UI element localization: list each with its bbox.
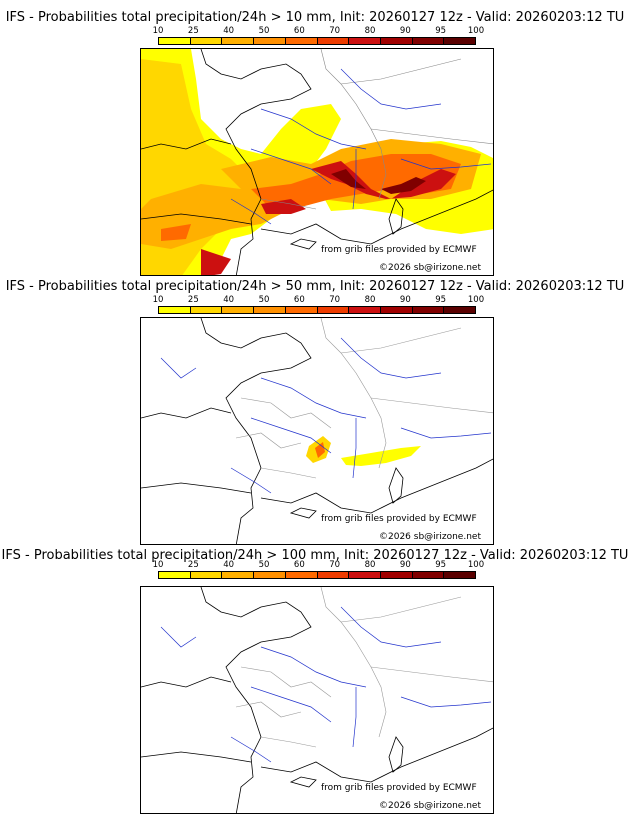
map-svg [141,587,493,813]
legend-tick: 100 [467,26,485,36]
legend-swatch [444,307,476,313]
legend-tick: 10 [152,295,164,305]
probability-map: from grib files provided by ECMWF ©2026 … [140,317,494,545]
legend-swatch [349,38,381,44]
panel-50mm: IFS - Probabilities total precipitation/… [0,279,630,547]
coastlines [141,587,493,813]
probability-map: from grib files provided by ECMWF ©2026 … [140,586,494,814]
legend-tick: 50 [258,26,270,36]
panel-100mm: IFS - Probabilities total precipitation/… [0,548,630,816]
precip-field [141,49,493,275]
legend-swatch [222,572,255,578]
borders [235,318,493,479]
legend-tick: 50 [258,295,270,305]
source-credit: from grib files provided by ECMWF [321,245,477,255]
panel-10mm: IFS - Probabilities total precipitation/… [0,10,630,278]
probability-map: from grib files provided by ECMWF ©2026 … [140,48,494,276]
legend-swatch [444,572,476,578]
legend-tick: 40 [223,295,235,305]
legend-ticks: 10 25 40 50 60 70 80 90 95 100 [153,26,485,36]
legend-swatch [285,572,318,578]
copyright: ©2026 sb@irizone.net [379,801,481,811]
map-svg [141,318,493,544]
rivers [160,337,492,494]
legend-swatch [412,307,445,313]
borders [260,49,493,210]
legend-swatch [285,38,318,44]
legend-tick: 80 [364,26,376,36]
legend-swatch [190,307,223,313]
color-legend: 10 25 40 50 60 70 80 90 95 100 [153,26,485,46]
precip-field [306,436,421,466]
legend-swatch [254,307,286,313]
legend-swatch [444,38,476,44]
legend-swatch [190,572,223,578]
legend-swatch [222,38,255,44]
legend-tick: 95 [435,26,447,36]
legend-tick: 90 [399,26,411,36]
legend-swatch [159,307,191,313]
legend-tick: 25 [187,26,199,36]
panel-title: IFS - Probabilities total precipitation/… [5,10,625,25]
legend-tick: 40 [223,560,235,570]
legend-tick: 50 [258,560,270,570]
legend-tick: 80 [364,560,376,570]
color-legend: 10 25 40 50 60 70 80 90 95 100 [153,295,485,315]
legend-swatch [317,38,350,44]
copyright: ©2026 sb@irizone.net [379,263,481,273]
legend-tick: 90 [399,295,411,305]
rivers [230,68,492,225]
legend-tick: 10 [152,26,164,36]
legend-swatch [412,572,445,578]
legend-tick: 80 [364,295,376,305]
legend-swatch [222,307,255,313]
legend-tick: 95 [435,560,447,570]
legend-tick: 60 [293,26,305,36]
legend-tick: 70 [329,295,341,305]
source-credit: from grib files provided by ECMWF [321,783,477,793]
legend-tick: 100 [467,295,485,305]
legend-tick: 25 [187,295,199,305]
legend-swatch [254,572,286,578]
legend-tick: 95 [435,295,447,305]
legend-swatch [412,38,445,44]
panel-title: IFS - Probabilities total precipitation/… [1,548,629,563]
legend-tick: 70 [329,26,341,36]
legend-swatch [190,38,223,44]
legend-swatch [159,38,191,44]
legend-swatch [380,572,413,578]
legend-swatch [349,307,381,313]
legend-tick: 100 [467,560,485,570]
copyright: ©2026 sb@irizone.net [379,532,481,542]
legend-tick: 40 [223,26,235,36]
legend-bar [158,306,476,314]
panel-title: IFS - Probabilities total precipitation/… [5,279,625,294]
legend-swatch [380,307,413,313]
legend-swatch [159,572,191,578]
legend-bar [158,37,476,45]
legend-swatch [285,307,318,313]
rivers [160,606,492,763]
legend-swatch [380,38,413,44]
legend-swatch [317,572,350,578]
legend-tick: 60 [293,560,305,570]
legend-tick: 70 [329,560,341,570]
legend-bar [158,571,476,579]
legend-ticks: 10 25 40 50 60 70 80 90 95 100 [153,560,485,570]
coastlines [141,49,493,275]
borders [235,587,493,748]
color-legend: 10 25 40 50 60 70 80 90 95 100 [153,560,485,580]
legend-tick: 25 [187,560,199,570]
coastlines [141,318,493,544]
legend-swatch [317,307,350,313]
legend-swatch [349,572,381,578]
legend-swatch [254,38,286,44]
legend-tick: 90 [399,560,411,570]
source-credit: from grib files provided by ECMWF [321,514,477,524]
map-svg [141,49,493,275]
legend-tick: 60 [293,295,305,305]
legend-tick: 10 [152,560,164,570]
legend-ticks: 10 25 40 50 60 70 80 90 95 100 [153,295,485,305]
